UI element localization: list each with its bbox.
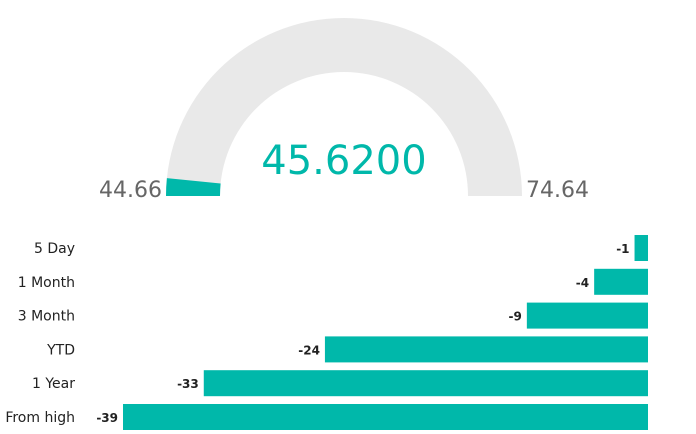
gauge-fill (166, 178, 221, 196)
bar (203, 370, 648, 397)
category-label: From high (5, 410, 75, 426)
category-label: 5 Day (34, 241, 75, 257)
gauge-track (166, 18, 522, 196)
bar-value-label: -39 (96, 411, 118, 425)
bar (634, 235, 648, 261)
category-label: 1 Year (32, 376, 75, 392)
bar-value-label: -9 (509, 310, 522, 324)
gauge-min-label: 44.66 (99, 178, 162, 203)
category-label: YTD (46, 342, 75, 358)
bar (123, 404, 648, 430)
bar-value-label: -33 (177, 377, 199, 391)
gauge-chart: 45.6200 44.66 74.64 (99, 18, 589, 203)
gauge-value-label: 45.6200 (261, 138, 426, 184)
category-label: 3 Month (18, 309, 75, 325)
bar-value-label: -4 (576, 276, 589, 290)
bar (594, 268, 648, 295)
bar-value-label: -24 (298, 343, 320, 357)
bar (324, 336, 648, 363)
category-label: 1 Month (18, 275, 75, 291)
gauge-max-label: 74.64 (526, 178, 589, 203)
bar-value-label: -1 (616, 242, 629, 256)
bar (526, 302, 648, 329)
